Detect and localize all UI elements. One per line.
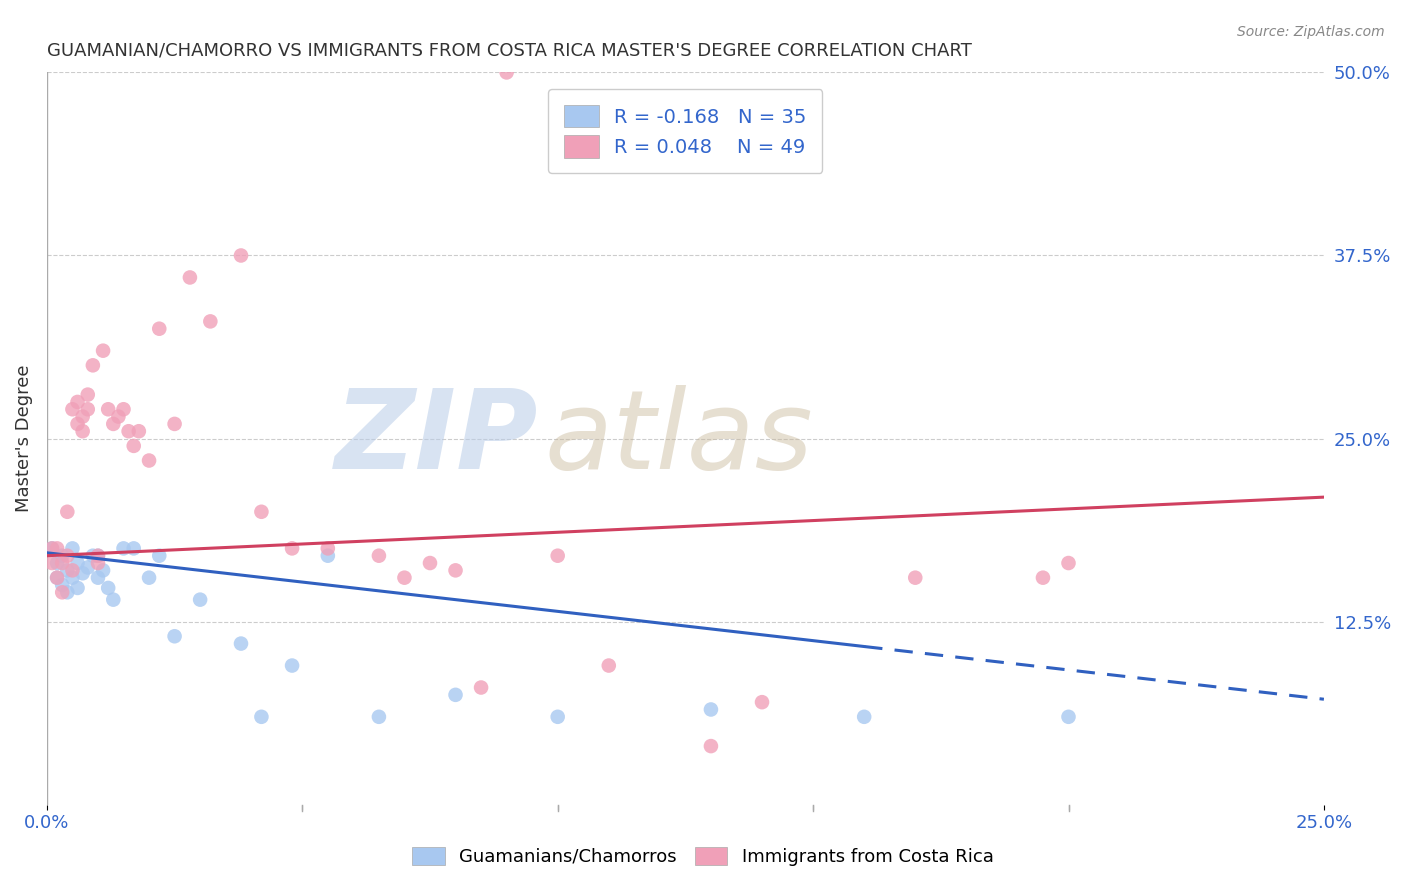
Point: [66, 395, 89, 409]
Point: [128, 424, 150, 438]
Text: GUAMANIAN/CHAMORRO VS IMMIGRANTS FROM COSTA RICA MASTER'S DEGREE CORRELATION CHA: GUAMANIAN/CHAMORRO VS IMMIGRANTS FROM CO…: [46, 42, 972, 60]
Point: [281, 541, 304, 556]
Text: atlas: atlas: [546, 385, 814, 492]
Point: [87, 549, 110, 563]
Point: [122, 541, 145, 556]
Point: [112, 541, 135, 556]
Point: [419, 556, 441, 570]
Point: [91, 343, 114, 358]
Point: [41, 556, 63, 570]
Point: [112, 402, 135, 417]
Text: Source: ZipAtlas.com: Source: ZipAtlas.com: [1237, 25, 1385, 39]
Point: [46, 541, 69, 556]
Point: [56, 563, 79, 577]
Point: [547, 710, 569, 724]
Point: [700, 702, 723, 716]
Point: [495, 65, 517, 79]
Legend: Guamanians/Chamorros, Immigrants from Costa Rica: Guamanians/Chamorros, Immigrants from Co…: [399, 834, 1007, 879]
Point: [76, 387, 98, 401]
Point: [46, 556, 69, 570]
Point: [87, 571, 110, 585]
Point: [51, 549, 73, 563]
Point: [82, 359, 104, 373]
Point: [367, 549, 389, 563]
Point: [700, 739, 723, 753]
Point: [250, 710, 273, 724]
Point: [547, 549, 569, 563]
Point: [1057, 556, 1080, 570]
Point: [148, 549, 170, 563]
Point: [138, 453, 160, 467]
Point: [62, 541, 84, 556]
Point: [188, 592, 211, 607]
Point: [229, 637, 252, 651]
Point: [46, 571, 69, 585]
Point: [62, 563, 84, 577]
Point: [76, 560, 98, 574]
Point: [751, 695, 773, 709]
Point: [853, 710, 876, 724]
Point: [51, 578, 73, 592]
Point: [72, 566, 94, 581]
Point: [66, 581, 89, 595]
Point: [179, 270, 201, 285]
Point: [1057, 710, 1080, 724]
Point: [87, 556, 110, 570]
Point: [97, 581, 120, 595]
Point: [87, 549, 110, 563]
Point: [367, 710, 389, 724]
Point: [97, 402, 120, 417]
Point: [904, 571, 927, 585]
Point: [76, 402, 98, 417]
Point: [56, 549, 79, 563]
Point: [46, 571, 69, 585]
Point: [316, 541, 339, 556]
Point: [394, 571, 416, 585]
Point: [470, 681, 492, 695]
Point: [66, 556, 89, 570]
Point: [444, 688, 467, 702]
Point: [250, 505, 273, 519]
Point: [82, 549, 104, 563]
Point: [138, 571, 160, 585]
Point: [122, 439, 145, 453]
Point: [107, 409, 129, 424]
Point: [444, 563, 467, 577]
Y-axis label: Master's Degree: Master's Degree: [15, 365, 32, 512]
Point: [56, 585, 79, 599]
Point: [316, 549, 339, 563]
Point: [281, 658, 304, 673]
Point: [103, 417, 125, 431]
Point: [72, 409, 94, 424]
Point: [148, 322, 170, 336]
Point: [1032, 571, 1054, 585]
Point: [41, 541, 63, 556]
Point: [163, 629, 186, 643]
Point: [62, 571, 84, 585]
Point: [66, 417, 89, 431]
Text: ZIP: ZIP: [335, 385, 538, 492]
Point: [229, 248, 252, 262]
Point: [62, 402, 84, 417]
Point: [200, 314, 222, 328]
Point: [163, 417, 186, 431]
Point: [56, 505, 79, 519]
Point: [72, 424, 94, 438]
Legend: R = -0.168   N = 35, R = 0.048    N = 49: R = -0.168 N = 35, R = 0.048 N = 49: [548, 89, 823, 173]
Point: [91, 563, 114, 577]
Point: [51, 556, 73, 570]
Point: [117, 424, 139, 438]
Point: [103, 592, 125, 607]
Point: [41, 541, 63, 556]
Point: [51, 585, 73, 599]
Point: [598, 658, 620, 673]
